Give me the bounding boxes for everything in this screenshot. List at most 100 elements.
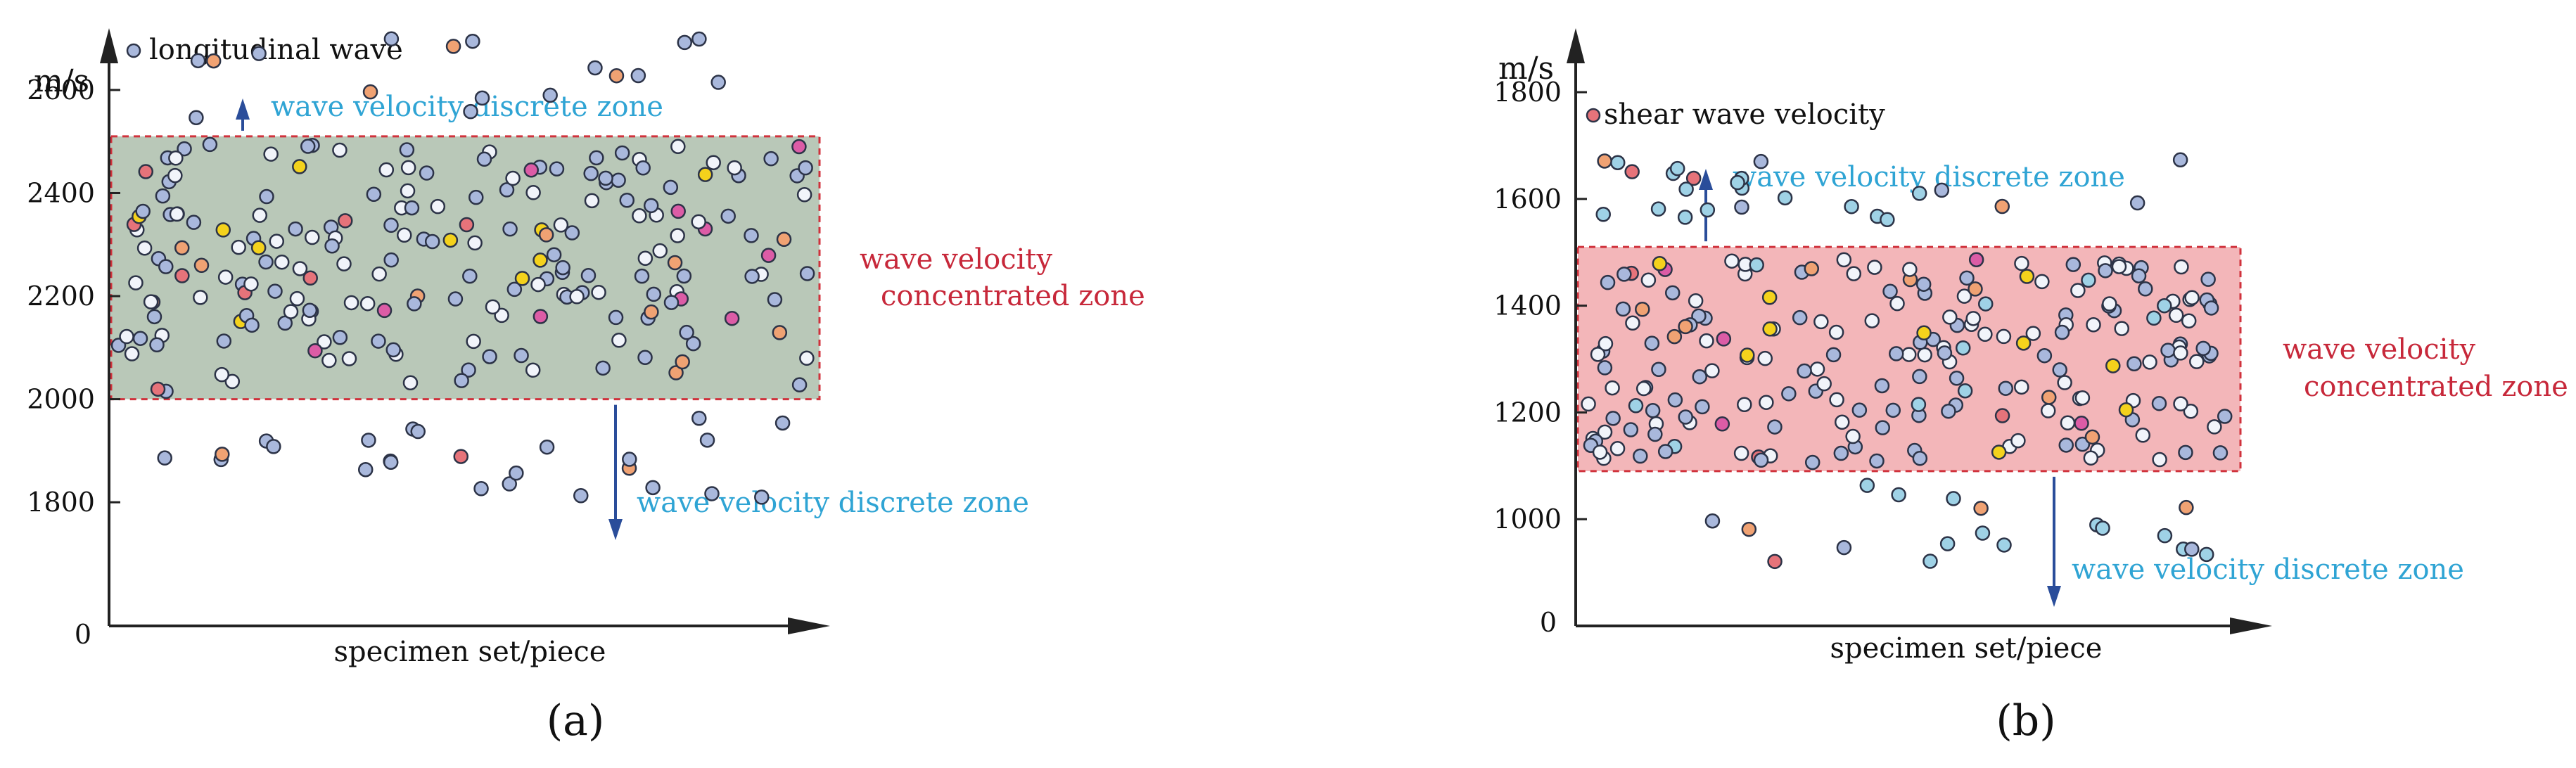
data-point bbox=[598, 170, 613, 186]
data-point bbox=[158, 259, 174, 274]
data-point bbox=[274, 254, 290, 270]
data-point bbox=[796, 187, 812, 203]
data-point bbox=[442, 232, 459, 248]
data-point bbox=[343, 295, 359, 311]
data-point bbox=[224, 373, 241, 390]
data-point bbox=[774, 415, 791, 431]
data-point bbox=[644, 304, 659, 320]
data-point bbox=[1797, 363, 1812, 379]
data-point bbox=[1597, 360, 1613, 376]
data-point bbox=[2207, 419, 2222, 435]
data-point bbox=[1901, 347, 1917, 362]
data-point bbox=[383, 454, 399, 470]
y-tick-label: 1800 bbox=[1493, 77, 1562, 108]
data-point bbox=[302, 270, 318, 286]
data-point bbox=[2199, 546, 2214, 563]
data-point bbox=[1994, 198, 2010, 215]
data-point bbox=[1617, 267, 1632, 282]
concentrated-label-line1: wave velocity bbox=[860, 243, 1052, 276]
data-point bbox=[670, 228, 685, 243]
data-point bbox=[1956, 288, 1972, 304]
data-point bbox=[215, 222, 231, 238]
data-point bbox=[670, 203, 686, 219]
data-point bbox=[591, 284, 606, 300]
data-point bbox=[1647, 426, 1663, 442]
data-point bbox=[760, 248, 777, 263]
data-point bbox=[1609, 441, 1626, 456]
data-point bbox=[2074, 390, 2091, 406]
data-point bbox=[128, 275, 144, 290]
data-point bbox=[1937, 345, 1953, 361]
data-point bbox=[1749, 257, 1764, 273]
data-point bbox=[710, 75, 726, 90]
data-point bbox=[2129, 195, 2145, 211]
data-point bbox=[1874, 378, 1890, 394]
data-point bbox=[143, 294, 159, 309]
data-point bbox=[799, 350, 815, 366]
data-point bbox=[2081, 272, 2096, 288]
data-point bbox=[243, 276, 259, 292]
y-tick-label: 2200 bbox=[27, 281, 95, 312]
upper-discrete-label: wave velocity discrete zone bbox=[1733, 161, 2125, 193]
data-point bbox=[231, 239, 246, 255]
x-axis-label: specimen set/piece bbox=[1830, 632, 2103, 665]
data-point bbox=[2086, 316, 2101, 333]
y-tick-label: 1200 bbox=[1493, 397, 1562, 428]
data-point bbox=[1635, 380, 1652, 397]
data-point bbox=[186, 215, 202, 230]
scatter-points bbox=[1581, 152, 2233, 570]
data-point bbox=[473, 480, 489, 497]
data-point bbox=[1615, 301, 1631, 317]
data-point bbox=[1836, 252, 1852, 268]
data-point bbox=[357, 461, 374, 478]
data-point bbox=[2172, 152, 2188, 168]
data-point bbox=[2015, 335, 2032, 351]
data-point bbox=[635, 160, 651, 176]
data-point bbox=[1678, 409, 1693, 425]
data-point bbox=[463, 103, 478, 120]
data-point bbox=[2074, 416, 2089, 431]
data-point bbox=[2173, 345, 2188, 361]
data-point bbox=[1955, 340, 1971, 356]
data-point bbox=[2083, 450, 2099, 466]
data-point bbox=[2138, 281, 2153, 297]
y-tick-label: 2000 bbox=[27, 384, 95, 415]
data-point bbox=[216, 333, 232, 349]
data-point bbox=[1957, 383, 1973, 399]
data-point bbox=[410, 423, 426, 440]
lower-discrete-label: wave velocity discrete zone bbox=[637, 487, 1029, 519]
data-point bbox=[530, 276, 546, 293]
data-point bbox=[1699, 333, 1714, 349]
data-point bbox=[485, 299, 501, 315]
data-point bbox=[584, 193, 600, 209]
data-point bbox=[1692, 369, 1708, 385]
data-point bbox=[404, 200, 420, 216]
data-point bbox=[630, 68, 646, 84]
data-point bbox=[1973, 500, 1989, 516]
data-point bbox=[539, 439, 555, 455]
data-point bbox=[1965, 311, 1981, 326]
data-point bbox=[798, 160, 813, 176]
data-point bbox=[525, 185, 541, 200]
data-point bbox=[514, 271, 530, 286]
data-point bbox=[2195, 340, 2211, 357]
data-point bbox=[169, 206, 185, 222]
data-point bbox=[506, 281, 523, 297]
data-point bbox=[1600, 274, 1616, 290]
data-point bbox=[324, 238, 340, 254]
data-point bbox=[668, 365, 684, 380]
data-point bbox=[614, 145, 630, 161]
data-point bbox=[397, 227, 412, 243]
data-point bbox=[533, 252, 548, 268]
data-point bbox=[763, 151, 779, 167]
data-point bbox=[1645, 403, 1661, 418]
data-point bbox=[150, 381, 166, 397]
data-point bbox=[691, 214, 706, 230]
data-point bbox=[1753, 153, 1769, 169]
data-point bbox=[1733, 445, 1749, 461]
data-point bbox=[1691, 308, 1707, 324]
data-point bbox=[1678, 319, 1693, 335]
data-point bbox=[138, 164, 154, 179]
data-point bbox=[799, 266, 815, 281]
data-point bbox=[2095, 520, 2110, 536]
